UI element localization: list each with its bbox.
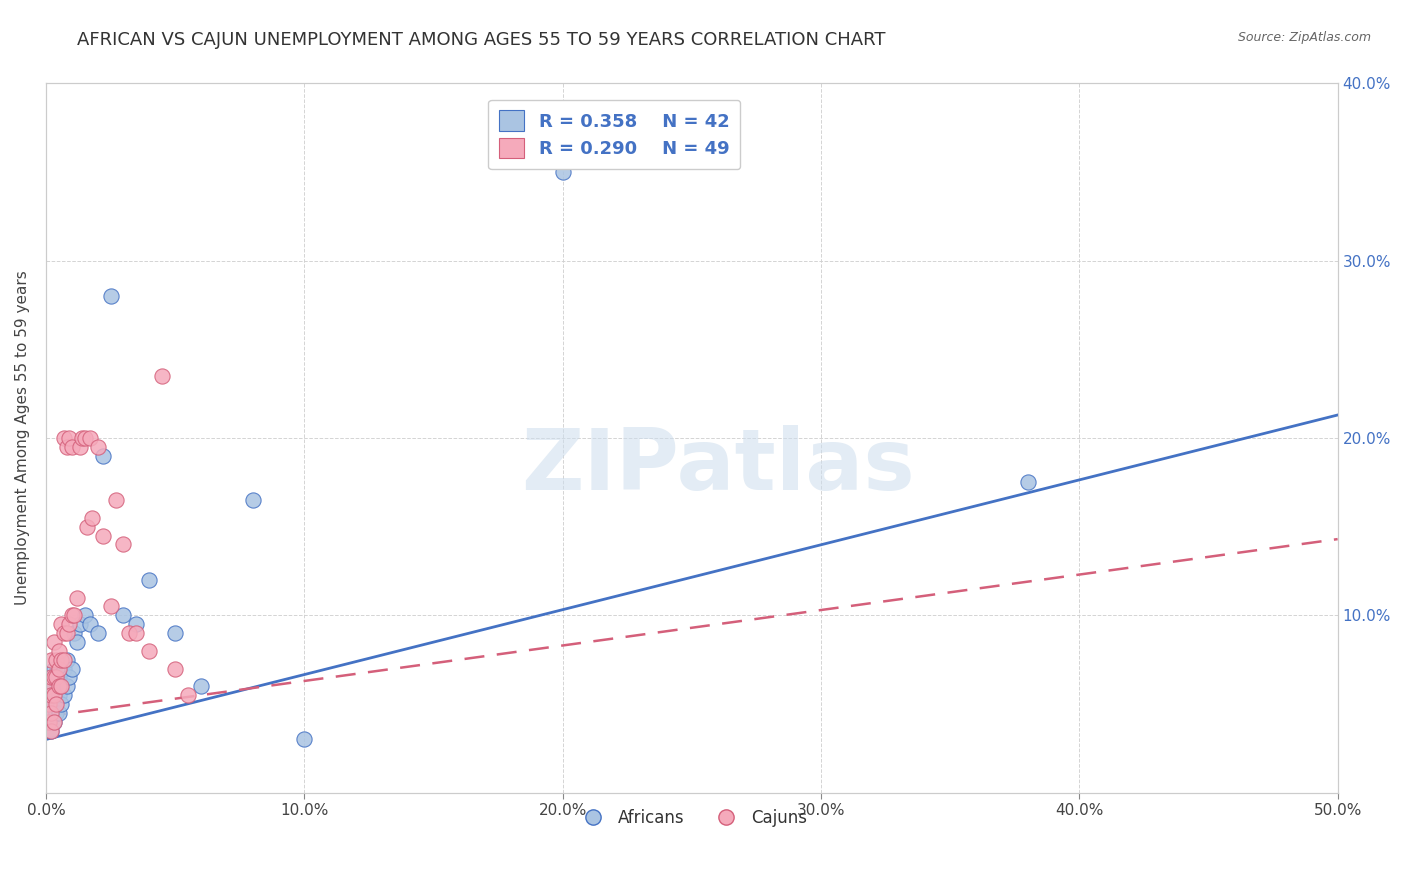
Point	[91, 449, 114, 463]
Point	[42, 661, 65, 675]
Point	[138, 644, 160, 658]
Point	[60, 440, 83, 454]
Point	[86, 440, 108, 454]
Point	[45, 688, 67, 702]
Point	[51, 679, 73, 693]
Point	[55, 653, 77, 667]
Point	[51, 617, 73, 632]
Point	[39, 723, 62, 738]
Point	[48, 679, 70, 693]
Point	[38, 697, 60, 711]
Point	[51, 697, 73, 711]
Point	[39, 688, 62, 702]
Point	[76, 519, 98, 533]
Point	[190, 679, 212, 693]
Point	[91, 528, 114, 542]
Point	[104, 493, 127, 508]
Point	[53, 626, 76, 640]
Point	[45, 697, 67, 711]
Point	[55, 440, 77, 454]
Point	[1017, 475, 1039, 490]
Point	[55, 626, 77, 640]
Point	[42, 679, 65, 693]
Y-axis label: Unemployment Among Ages 55 to 59 years: Unemployment Among Ages 55 to 59 years	[15, 270, 30, 606]
Point	[53, 431, 76, 445]
Point	[551, 165, 574, 179]
Point	[42, 697, 65, 711]
Point	[39, 688, 62, 702]
Point	[63, 626, 86, 640]
Point	[82, 511, 104, 525]
Text: AFRICAN VS CAJUN UNEMPLOYMENT AMONG AGES 55 TO 59 YEARS CORRELATION CHART: AFRICAN VS CAJUN UNEMPLOYMENT AMONG AGES…	[77, 31, 886, 49]
Point	[39, 706, 62, 720]
Point	[138, 573, 160, 587]
Point	[39, 670, 62, 684]
Point	[39, 706, 62, 720]
Point	[53, 661, 76, 675]
Point	[38, 679, 60, 693]
Point	[45, 670, 67, 684]
Point	[165, 661, 187, 675]
Point	[39, 670, 62, 684]
Point	[117, 626, 139, 640]
Point	[66, 591, 89, 605]
Text: ZIPatlas: ZIPatlas	[520, 425, 914, 508]
Point	[86, 626, 108, 640]
Point	[48, 661, 70, 675]
Point	[53, 688, 76, 702]
Point	[60, 661, 83, 675]
Text: Source: ZipAtlas.com: Source: ZipAtlas.com	[1237, 31, 1371, 45]
Point	[42, 670, 65, 684]
Point	[79, 431, 101, 445]
Point	[38, 679, 60, 693]
Point	[45, 706, 67, 720]
Point	[165, 626, 187, 640]
Point	[73, 608, 96, 623]
Point	[42, 635, 65, 649]
Point	[53, 653, 76, 667]
Point	[70, 431, 93, 445]
Point	[38, 714, 60, 729]
Point	[42, 688, 65, 702]
Point	[66, 635, 89, 649]
Point	[125, 617, 148, 632]
Point	[125, 626, 148, 640]
Point	[58, 670, 80, 684]
Point	[42, 714, 65, 729]
Point	[48, 706, 70, 720]
Point	[292, 732, 315, 747]
Point	[150, 369, 173, 384]
Point	[45, 653, 67, 667]
Point	[58, 617, 80, 632]
Point	[73, 431, 96, 445]
Point	[242, 493, 264, 508]
Legend: Africans, Cajuns: Africans, Cajuns	[569, 803, 814, 834]
Point	[42, 714, 65, 729]
Point	[48, 644, 70, 658]
Point	[48, 688, 70, 702]
Point	[69, 617, 91, 632]
Point	[55, 679, 77, 693]
Point	[112, 537, 135, 551]
Point	[79, 617, 101, 632]
Point	[100, 289, 122, 303]
Point	[45, 670, 67, 684]
Point	[60, 608, 83, 623]
Point	[100, 599, 122, 614]
Point	[38, 697, 60, 711]
Point	[69, 440, 91, 454]
Point	[38, 714, 60, 729]
Point	[112, 608, 135, 623]
Point	[48, 670, 70, 684]
Point	[58, 431, 80, 445]
Point	[39, 723, 62, 738]
Point	[51, 679, 73, 693]
Point	[39, 653, 62, 667]
Point	[51, 653, 73, 667]
Point	[177, 688, 200, 702]
Point	[63, 608, 86, 623]
